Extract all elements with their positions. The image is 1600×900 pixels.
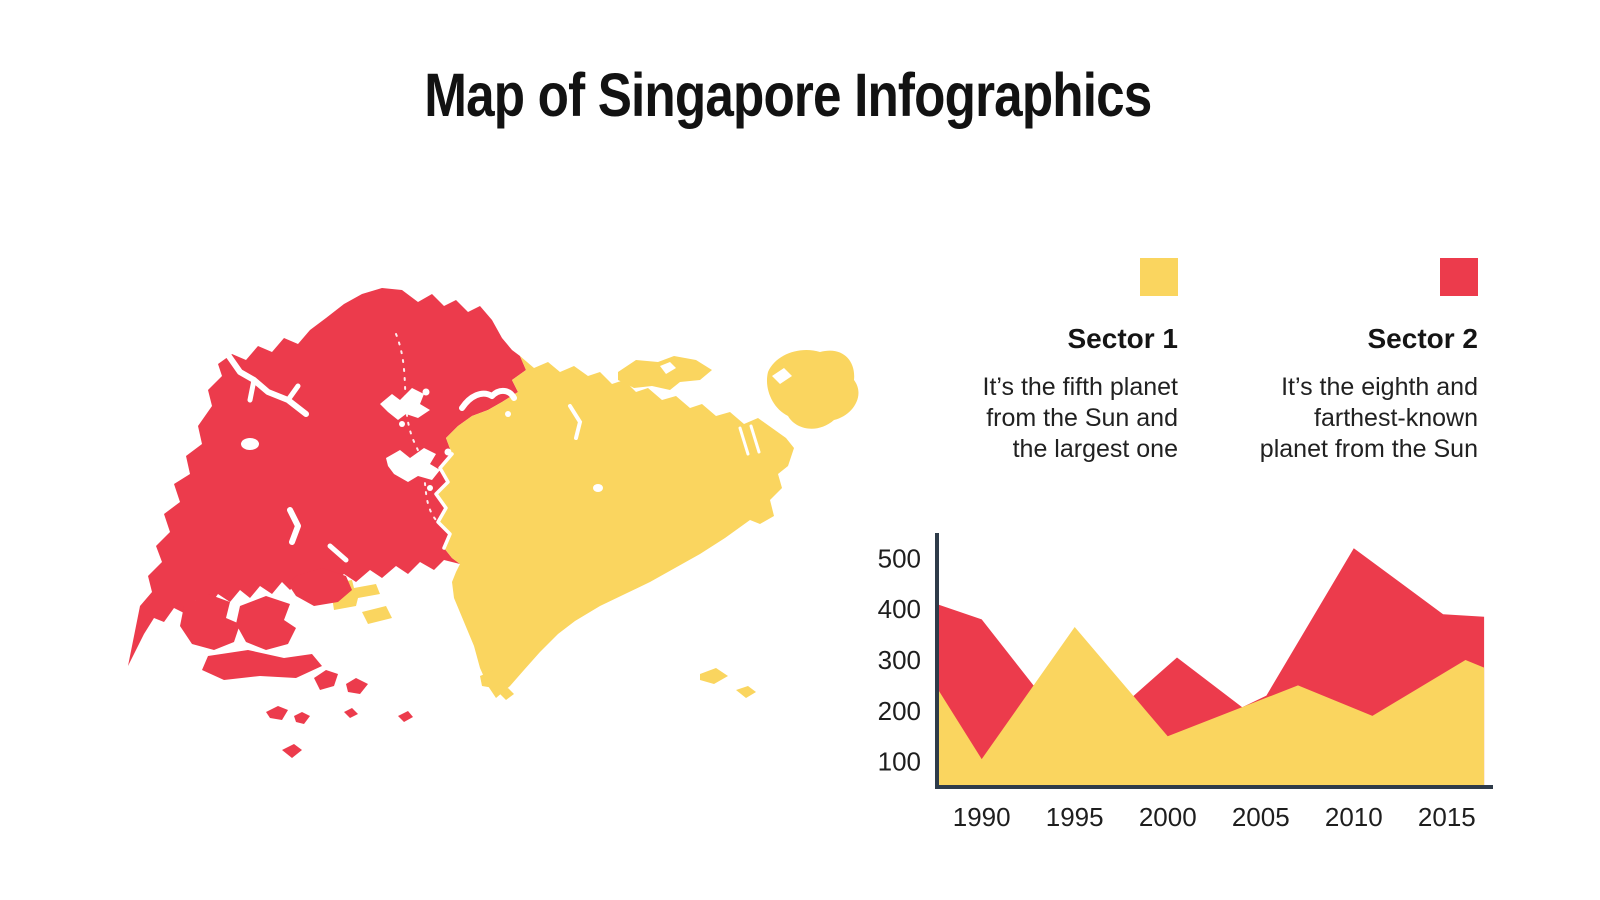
map-east-inlets [593,362,792,492]
legend-description-sector1: It’s the fifth planet from the Sun and t… [982,373,1179,463]
legend-item-sector1: Sector 1 It’s the fifth planet from the … [928,258,1178,465]
pulau-tekong [766,350,859,429]
chart-ticks: 100 200 300 400 500 1990 1995 2000 2005 2010 2015 [878,543,1476,832]
y-tick-label: 400 [878,594,921,624]
map-east-details [568,404,761,456]
legend-label-sector1: Sector 1 [1067,323,1179,354]
pulau-ubin [618,356,712,390]
map-region-sector2-west [128,288,526,666]
sentosa [288,568,352,606]
singapore-map [100,276,860,766]
legend-description-sector2: It’s the eighth and farthest-known plane… [1259,373,1478,463]
legend-item-sector2: Sector 2 It’s the eighth and farthest-kn… [1228,258,1478,465]
map-water-details [153,333,517,563]
y-tick-label: 300 [878,645,921,675]
y-tick-label: 500 [878,543,921,573]
x-tick-label: 1995 [1046,802,1104,832]
map-reservoirs [241,388,511,491]
map-yellow-islands [480,350,859,700]
chart-areas [937,548,1485,787]
y-tick-label: 100 [878,747,921,777]
x-tick-label: 2010 [1325,802,1383,832]
y-tick-label: 200 [878,696,921,726]
singapore-map-svg [128,288,859,758]
legend-swatch-sector1 [1140,258,1178,296]
page-title: Map of Singapore Infographics [0,60,1575,130]
legend-swatch-sector2 [1440,258,1478,296]
x-tick-label: 2005 [1232,802,1290,832]
x-tick-label: 1990 [953,802,1011,832]
x-tick-label: 2000 [1139,802,1197,832]
x-tick-label: 2015 [1418,802,1476,832]
area-chart-container: 100 200 300 400 500 1990 1995 2000 2005 2010 2015 [855,525,1500,840]
map-region-sector1-east [436,356,794,698]
area-chart: 100 200 300 400 500 1990 1995 2000 2005 2010 2015 [878,533,1493,832]
page-title-text: Map of Singapore Infographics [423,61,1152,129]
legend-label-sector2: Sector 2 [1367,323,1479,354]
map-red-islands [180,568,413,758]
area-series-sector-1 [937,627,1485,787]
